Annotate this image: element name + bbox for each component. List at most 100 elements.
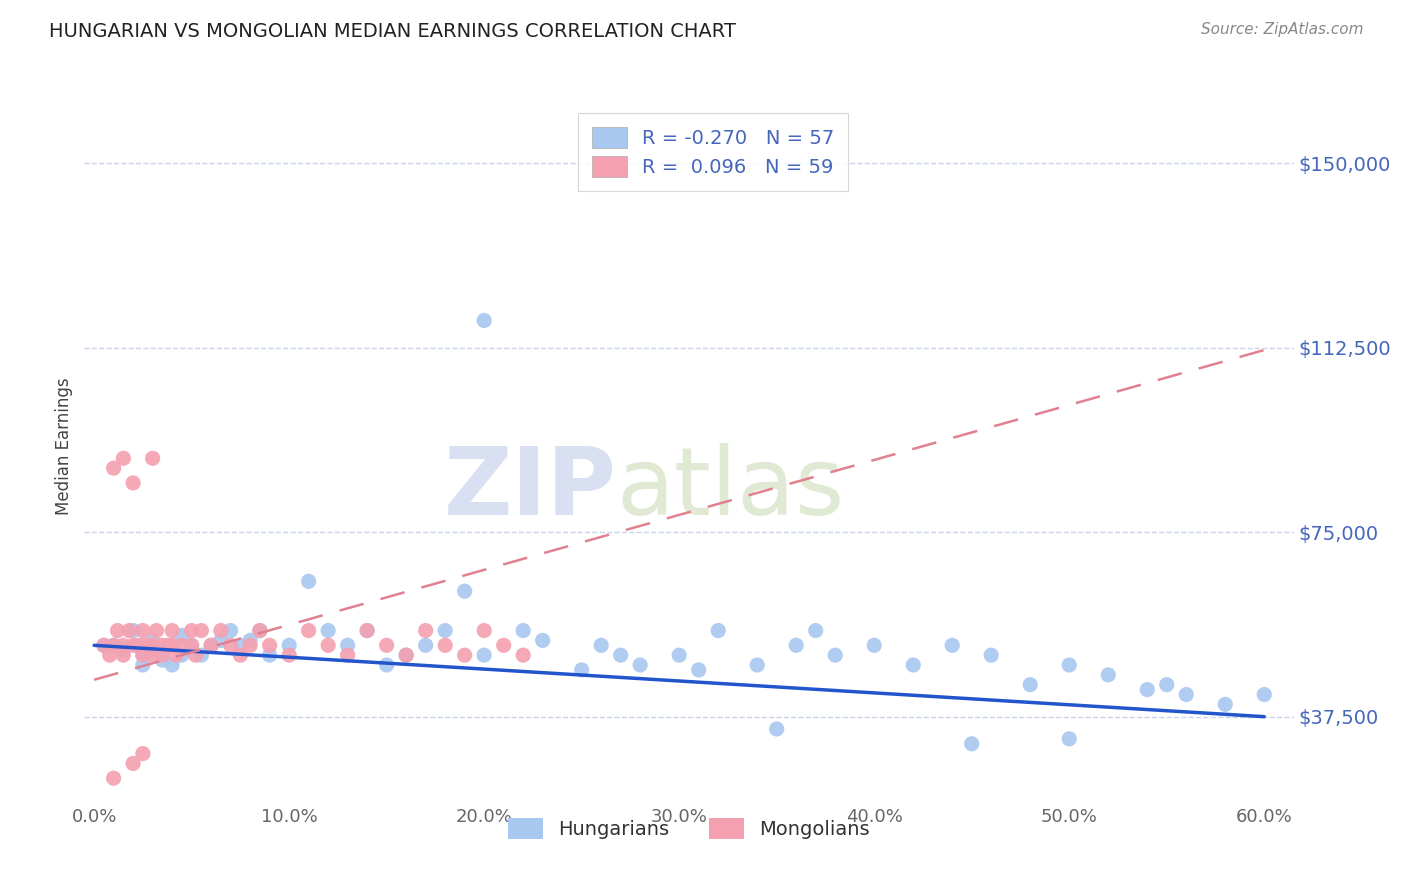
- Point: [229, 648, 252, 662]
- Point: [249, 624, 271, 638]
- Point: [298, 574, 321, 589]
- Point: [180, 638, 202, 652]
- Point: [150, 638, 173, 652]
- Point: [219, 624, 242, 638]
- Point: [512, 648, 534, 662]
- Point: [160, 638, 183, 652]
- Point: [375, 638, 398, 652]
- Point: [239, 633, 262, 648]
- Point: [209, 633, 232, 648]
- Point: [125, 638, 148, 652]
- Point: [142, 648, 165, 662]
- Point: [160, 624, 183, 638]
- Point: [165, 648, 187, 662]
- Point: [107, 624, 129, 638]
- Point: [112, 648, 135, 662]
- Point: [278, 648, 301, 662]
- Point: [1057, 658, 1080, 673]
- Point: [804, 624, 827, 638]
- Point: [356, 624, 378, 638]
- Point: [434, 624, 457, 638]
- Point: [180, 624, 202, 638]
- Point: [415, 624, 437, 638]
- Point: [118, 624, 141, 638]
- Point: [132, 658, 155, 673]
- Point: [103, 638, 125, 652]
- Point: [1175, 688, 1198, 702]
- Point: [170, 628, 193, 642]
- Point: [200, 638, 222, 652]
- Point: [591, 638, 613, 652]
- Point: [688, 663, 710, 677]
- Point: [112, 451, 135, 466]
- Point: [145, 624, 167, 638]
- Point: [259, 638, 281, 652]
- Point: [150, 653, 173, 667]
- Point: [122, 756, 145, 771]
- Point: [356, 624, 378, 638]
- Point: [316, 624, 339, 638]
- Text: ZIP: ZIP: [443, 442, 616, 535]
- Point: [747, 658, 769, 673]
- Point: [1136, 682, 1159, 697]
- Point: [170, 648, 193, 662]
- Point: [941, 638, 963, 652]
- Point: [170, 638, 193, 652]
- Point: [1057, 731, 1080, 746]
- Point: [1156, 678, 1178, 692]
- Point: [132, 648, 155, 662]
- Point: [122, 475, 145, 490]
- Point: [903, 658, 925, 673]
- Point: [1253, 688, 1275, 702]
- Point: [142, 643, 165, 657]
- Point: [138, 638, 160, 652]
- Point: [336, 638, 359, 652]
- Point: [395, 648, 418, 662]
- Point: [453, 648, 475, 662]
- Point: [492, 638, 515, 652]
- Y-axis label: Median Earnings: Median Earnings: [55, 377, 73, 515]
- Point: [132, 624, 155, 638]
- Point: [375, 658, 398, 673]
- Point: [316, 638, 339, 652]
- Point: [142, 638, 165, 652]
- Point: [122, 624, 145, 638]
- Point: [609, 648, 631, 662]
- Point: [98, 648, 121, 662]
- Point: [157, 638, 180, 652]
- Point: [112, 638, 135, 652]
- Point: [160, 658, 183, 673]
- Point: [765, 722, 787, 736]
- Point: [785, 638, 807, 652]
- Point: [239, 638, 262, 652]
- Point: [132, 638, 155, 652]
- Point: [863, 638, 886, 652]
- Point: [184, 648, 207, 662]
- Point: [103, 771, 125, 785]
- Point: [531, 633, 554, 648]
- Point: [453, 584, 475, 599]
- Point: [132, 747, 155, 761]
- Text: atlas: atlas: [616, 442, 845, 535]
- Point: [824, 648, 846, 662]
- Text: Source: ZipAtlas.com: Source: ZipAtlas.com: [1201, 22, 1364, 37]
- Point: [707, 624, 730, 638]
- Point: [122, 638, 145, 652]
- Legend: Hungarians, Mongolians: Hungarians, Mongolians: [501, 810, 877, 847]
- Point: [278, 638, 301, 652]
- Point: [142, 633, 165, 648]
- Point: [103, 461, 125, 475]
- Point: [249, 624, 271, 638]
- Point: [980, 648, 1002, 662]
- Point: [668, 648, 690, 662]
- Point: [336, 648, 359, 662]
- Point: [200, 638, 222, 652]
- Point: [150, 648, 173, 662]
- Point: [571, 663, 593, 677]
- Point: [209, 624, 232, 638]
- Point: [103, 638, 125, 652]
- Point: [628, 658, 651, 673]
- Point: [415, 638, 437, 652]
- Point: [160, 638, 183, 652]
- Point: [180, 638, 202, 652]
